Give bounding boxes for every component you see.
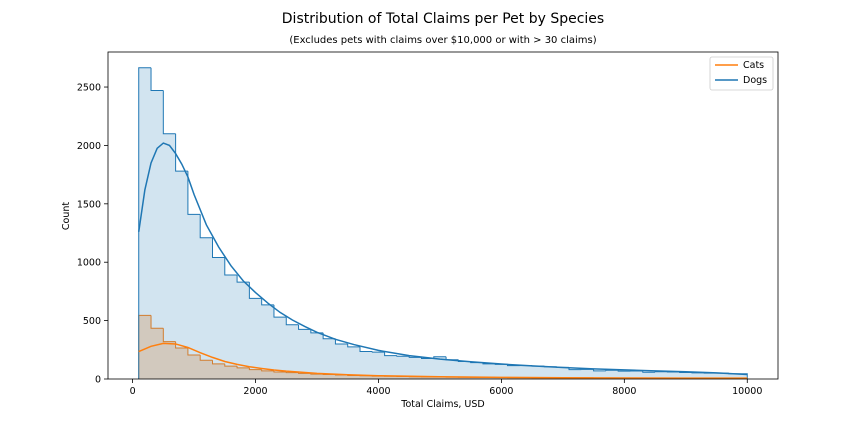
y-axis-label: Count bbox=[61, 202, 72, 230]
y-tick-label: 1500 bbox=[77, 199, 101, 210]
chart-title: Distribution of Total Claims per Pet by … bbox=[282, 11, 604, 27]
y-tick-label: 500 bbox=[83, 316, 101, 327]
dogs-bin-step bbox=[163, 91, 175, 134]
legend: Cats Dogs bbox=[710, 57, 773, 90]
y-tick-label: 0 bbox=[95, 375, 101, 386]
x-tick-label: 0 bbox=[130, 386, 136, 397]
x-axis-label: Total Claims, USD bbox=[400, 399, 484, 410]
legend-label-dogs: Dogs bbox=[743, 75, 767, 86]
y-tick-label: 2000 bbox=[77, 141, 101, 152]
x-tick-label: 2000 bbox=[243, 386, 267, 397]
x-tick-label: 6000 bbox=[489, 386, 513, 397]
dogs-bin-step bbox=[151, 68, 163, 91]
dogs-histogram-fill bbox=[139, 68, 748, 379]
y-tick-label: 1000 bbox=[77, 258, 101, 269]
y-tick-label: 2500 bbox=[77, 83, 101, 94]
x-axis: 0 2000 4000 6000 8000 10000 bbox=[130, 379, 763, 397]
dogs-series-layer bbox=[139, 68, 748, 379]
plot-area bbox=[139, 68, 748, 379]
legend-label-cats: Cats bbox=[743, 60, 764, 71]
chart-subtitle: (Excludes pets with claims over $10,000 … bbox=[289, 35, 596, 46]
x-tick-label: 8000 bbox=[612, 386, 636, 397]
x-tick-label: 4000 bbox=[366, 386, 390, 397]
y-axis: 0 500 1000 1500 2000 2500 bbox=[77, 83, 108, 386]
x-tick-label: 10000 bbox=[732, 386, 762, 397]
